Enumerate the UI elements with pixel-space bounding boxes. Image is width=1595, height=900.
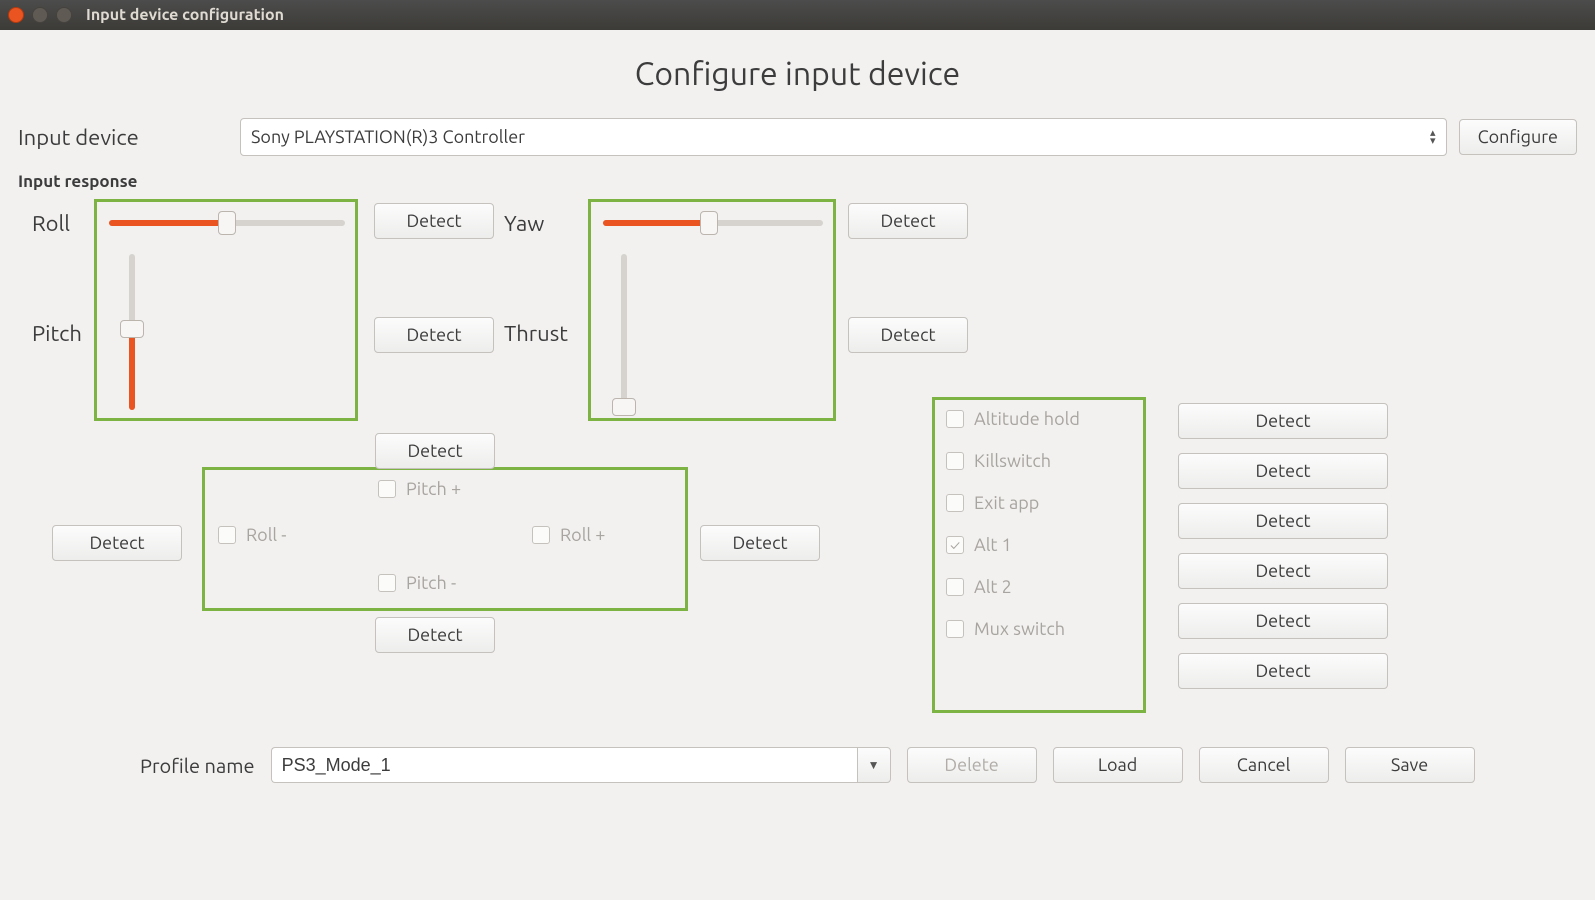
thrust-slider[interactable] [621, 254, 627, 410]
altitude-hold-row: Altitude hold [946, 409, 1080, 429]
roll-plus-checkbox[interactable] [532, 526, 550, 544]
roll-minus-checkbox[interactable] [218, 526, 236, 544]
pitch-slider-fill [129, 329, 135, 410]
button-checkbox-list: Altitude hold Killswitch Exit app ✓ Alt … [946, 409, 1080, 639]
delete-button[interactable]: Delete [907, 747, 1037, 783]
device-row: Input device Sony PLAYSTATION(R)3 Contro… [18, 118, 1577, 156]
input-device-select[interactable]: Sony PLAYSTATION(R)3 Controller ▴▾ [240, 118, 1447, 156]
alt1-row: ✓ Alt 1 [946, 535, 1080, 555]
content-area: Configure input device Input device Sony… [0, 30, 1595, 793]
profile-name-combo: ▼ [271, 747, 891, 783]
detect-killswitch-button[interactable]: Detect [1178, 453, 1388, 489]
profile-name-input[interactable] [271, 747, 857, 783]
input-response-area: Roll Pitch Yaw Thrust [18, 199, 1577, 729]
detect-roll-minus-button[interactable]: Detect [52, 525, 182, 561]
detect-pitch-plus-button[interactable]: Detect [375, 433, 495, 469]
mux-switch-checkbox[interactable] [946, 620, 964, 638]
exit-app-row: Exit app [946, 493, 1080, 513]
detect-pitch-minus-button[interactable]: Detect [375, 617, 495, 653]
yaw-slider-fill [603, 220, 709, 226]
detect-alt2-button[interactable]: Detect [1178, 603, 1388, 639]
pitch-slider[interactable] [129, 254, 135, 410]
roll-slider[interactable] [109, 220, 345, 226]
pitch-plus-label: Pitch + [406, 479, 461, 499]
right-stick-box [588, 199, 836, 421]
thrust-label: Thrust [504, 321, 568, 346]
exit-app-checkbox[interactable] [946, 494, 964, 512]
yaw-label: Yaw [504, 211, 544, 236]
pitch-plus-checkbox-row: Pitch + [378, 479, 461, 499]
pitch-label: Pitch [32, 321, 82, 346]
profile-name-label: Profile name [140, 754, 255, 777]
mux-switch-row: Mux switch [946, 619, 1080, 639]
detect-exit-app-button[interactable]: Detect [1178, 503, 1388, 539]
yaw-slider[interactable] [603, 220, 823, 226]
detect-roll-plus-button[interactable]: Detect [700, 525, 820, 561]
pitch-minus-label: Pitch - [406, 573, 456, 593]
detect-alt1-button[interactable]: Detect [1178, 553, 1388, 589]
alt2-label: Alt 2 [974, 577, 1012, 597]
detect-yaw-button[interactable]: Detect [848, 203, 968, 239]
profile-dropdown-button[interactable]: ▼ [857, 747, 891, 783]
maximize-icon[interactable] [56, 7, 72, 23]
alt1-label: Alt 1 [974, 535, 1012, 555]
alt2-checkbox[interactable] [946, 578, 964, 596]
roll-slider-fill [109, 220, 227, 226]
page-title: Configure input device [18, 56, 1577, 92]
detect-thrust-button[interactable]: Detect [848, 317, 968, 353]
input-device-label: Input device [18, 125, 228, 150]
left-stick-box [94, 199, 358, 421]
roll-plus-label: Roll + [560, 525, 605, 545]
altitude-hold-checkbox[interactable] [946, 410, 964, 428]
footer-row: Profile name ▼ Delete Load Cancel Save [18, 747, 1577, 783]
detect-roll-button[interactable]: Detect [374, 203, 494, 239]
button-detect-column: Detect Detect Detect Detect Detect Detec… [1178, 403, 1388, 689]
pitch-minus-checkbox[interactable] [378, 574, 396, 592]
roll-minus-checkbox-row: Roll - [218, 525, 286, 545]
cancel-button[interactable]: Cancel [1199, 747, 1329, 783]
mux-switch-label: Mux switch [974, 619, 1065, 639]
alt1-checkbox[interactable]: ✓ [946, 536, 964, 554]
roll-plus-checkbox-row: Roll + [532, 525, 605, 545]
pitch-plus-checkbox[interactable] [378, 480, 396, 498]
roll-slider-thumb[interactable] [218, 211, 236, 235]
spinner-icon: ▴▾ [1430, 129, 1436, 145]
window-title: Input device configuration [86, 6, 284, 24]
close-icon[interactable] [8, 7, 24, 23]
pitch-slider-thumb[interactable] [120, 320, 144, 338]
roll-label: Roll [32, 211, 70, 236]
minimize-icon[interactable] [32, 7, 48, 23]
killswitch-checkbox[interactable] [946, 452, 964, 470]
killswitch-row: Killswitch [946, 451, 1080, 471]
killswitch-label: Killswitch [974, 451, 1051, 471]
thrust-slider-thumb[interactable] [612, 398, 636, 416]
window-titlebar: Input device configuration [0, 0, 1595, 30]
save-button[interactable]: Save [1345, 747, 1475, 783]
detect-mux-switch-button[interactable]: Detect [1178, 653, 1388, 689]
detect-altitude-hold-button[interactable]: Detect [1178, 403, 1388, 439]
input-response-heading: Input response [18, 172, 1577, 191]
alt2-row: Alt 2 [946, 577, 1080, 597]
roll-minus-label: Roll - [246, 525, 286, 545]
configure-button[interactable]: Configure [1459, 119, 1577, 155]
pitch-minus-checkbox-row: Pitch - [378, 573, 456, 593]
yaw-slider-thumb[interactable] [700, 211, 718, 235]
detect-pitch-button[interactable]: Detect [374, 317, 494, 353]
load-button[interactable]: Load [1053, 747, 1183, 783]
input-device-value: Sony PLAYSTATION(R)3 Controller [251, 127, 525, 147]
exit-app-label: Exit app [974, 493, 1039, 513]
altitude-hold-label: Altitude hold [974, 409, 1080, 429]
